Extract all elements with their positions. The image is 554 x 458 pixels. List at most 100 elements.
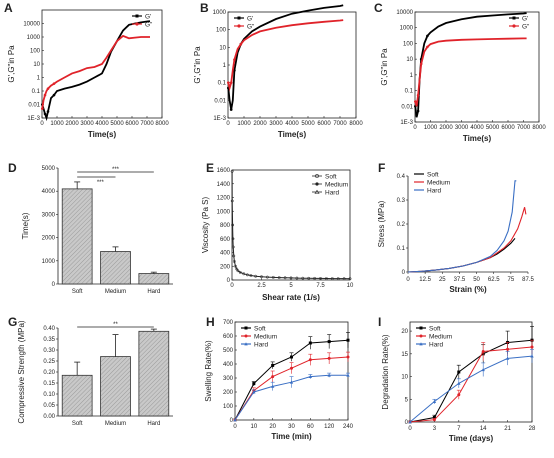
data-point-E: [231, 223, 235, 227]
y-tick-label-D: 5000: [42, 166, 56, 172]
x-tick-label-H: 0: [233, 424, 237, 430]
y-tick-label-E: 400: [220, 251, 231, 257]
y-tick-label-C: 0.1: [405, 89, 414, 95]
y-tick-label-A: 100: [30, 49, 41, 55]
y-tick-label-D: 3000: [42, 212, 56, 218]
y-axis-label-B: G',G"in Pa: [193, 46, 202, 84]
y-tick-label-A: 0.01: [28, 103, 40, 109]
data-point-E: [313, 276, 317, 280]
significance-mark-D-2: ***: [97, 180, 105, 186]
y-tick-label-C: 10000: [396, 10, 413, 16]
y-tick-label-D: 1000: [42, 259, 56, 265]
panel-label-B: B: [200, 1, 209, 15]
panel-label-E: E: [206, 161, 214, 175]
legend-marker-E: [315, 174, 319, 178]
legend-marker-H: [244, 326, 248, 330]
panel-D: D 0 1000 2000 3000 4000 5000 Soft Medium Hard *** *…: [8, 161, 173, 295]
data-point-A: [52, 82, 56, 85]
series-line-I-0: [409, 339, 533, 423]
x-tick-label-A: 8000: [155, 121, 169, 127]
y-tick-label-G: 0.15: [43, 381, 55, 387]
y-axis-label-A: G',G"in Pa: [7, 45, 16, 83]
panel-label-H: H: [206, 315, 215, 329]
series-line-C-1: [414, 37, 527, 107]
series-line-B-1: [227, 19, 344, 92]
y-tick-label-E: 1600: [217, 168, 231, 174]
x-tick-label-F: 87.5: [522, 277, 534, 283]
panel-label-I: I: [378, 315, 381, 329]
data-point-H: [327, 356, 331, 360]
data-point-C: [416, 109, 420, 113]
x-tick-label-A: 5000: [110, 121, 124, 127]
y-tick-label-E: 1200: [217, 196, 231, 202]
y-tick-label-I: 0: [405, 420, 409, 426]
x-tick-label-C: 4000: [470, 125, 484, 131]
plot-frame-C: [414, 11, 540, 123]
legend-marker-C: [512, 24, 516, 28]
x-axis-label-C: Time(s): [463, 134, 492, 143]
data-point-E: [230, 169, 234, 173]
y-tick-label-H: 500: [223, 348, 234, 354]
data-point-E: [238, 270, 242, 274]
y-tick-label-D: 2000: [42, 236, 56, 242]
y-tick-label-C: 10: [406, 57, 413, 63]
x-tick-label-I: 14: [480, 426, 487, 432]
x-tick-label-I: 3: [433, 426, 437, 432]
legend-entry-I: Medium: [429, 333, 452, 340]
data-point-H: [346, 338, 350, 342]
legend-marker-I: [419, 334, 423, 338]
y-axis-label-G: Compressive Strength (MPa): [17, 320, 26, 423]
x-axis-label-B: Time(s): [278, 130, 307, 139]
legend-entry-E: Medium: [325, 181, 348, 188]
x-tick-label-C: 8000: [532, 125, 546, 131]
x-tick-label-B: 1000: [237, 121, 251, 127]
x-tick-label-I: 0: [408, 426, 412, 432]
data-point-B: [233, 58, 236, 61]
data-point-H: [346, 373, 350, 377]
legend-entry-F: Soft: [427, 171, 439, 178]
series-line-B-0: [227, 4, 344, 110]
series-line-F-2: [407, 180, 517, 273]
data-point-A: [43, 93, 47, 97]
series-line-F-0: [407, 238, 516, 273]
data-point-A: [41, 107, 44, 110]
y-tick-label-A: 0.1: [32, 89, 41, 95]
data-point-H: [271, 375, 275, 379]
y-tick-label-C: 0.01: [401, 104, 413, 110]
data-point-B: [229, 108, 233, 111]
x-axis-label-E: Shear rate (1/s): [262, 293, 320, 302]
data-point-E: [324, 277, 328, 280]
x-tick-label-C: 1000: [424, 125, 438, 131]
bar-G-medium: [100, 356, 131, 417]
legend-marker-A: [135, 14, 139, 18]
data-point-C: [419, 62, 423, 66]
data-point-H: [327, 373, 331, 377]
y-axis-label-D: Time(s): [21, 212, 30, 239]
legend-entry-B: G': [247, 15, 253, 22]
y-tick-label-C: 100: [403, 41, 414, 47]
x-tick-label-B: 6000: [317, 121, 331, 127]
data-point-E: [254, 274, 258, 278]
data-point-A: [46, 110, 50, 113]
x-tick-label-B: 7000: [333, 121, 347, 127]
x-tick-label-B: 5000: [301, 121, 315, 127]
legend-marker-A: [135, 22, 139, 26]
data-point-H: [289, 380, 294, 384]
category-label-G: Hard: [147, 421, 160, 427]
data-point-E: [271, 275, 275, 279]
y-tick-label-G: 0.05: [43, 403, 55, 409]
panel-E: E 0 2.5 5 7.5 10 0 200 400 600 800 1000 1200 1400 1600…: [201, 161, 354, 302]
y-tick-label-G: 0.10: [43, 392, 55, 398]
panel-label-A: A: [4, 1, 13, 15]
y-tick-label-F: 0.4: [397, 174, 406, 180]
x-tick-label-B: 4000: [285, 121, 299, 127]
y-tick-label-H: 100: [223, 404, 234, 410]
x-axis-label-I: Time (days): [449, 434, 494, 443]
y-tick-label-C: 1: [410, 73, 414, 79]
y-tick-label-B: 1000: [213, 10, 227, 16]
y-tick-label-H: 700: [223, 320, 234, 326]
x-tick-label-A: 2000: [65, 121, 79, 127]
data-point-H: [290, 366, 293, 370]
series-line-I-2: [409, 355, 533, 423]
data-point-B: [227, 81, 230, 84]
